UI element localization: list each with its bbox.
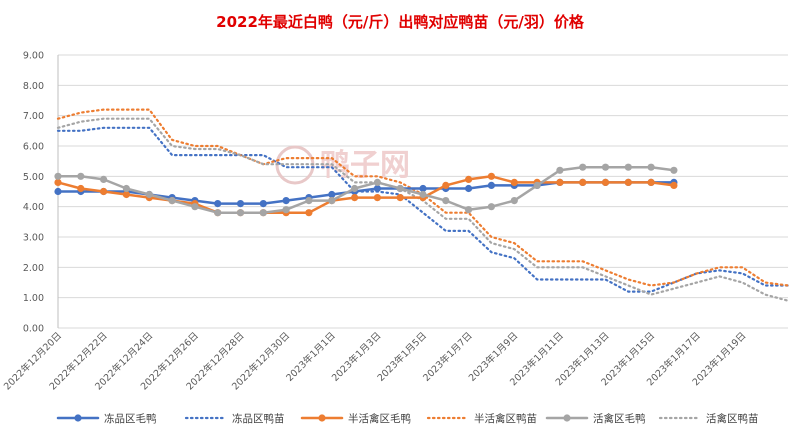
data-point: [351, 194, 359, 202]
data-point: [191, 203, 199, 211]
data-point: [670, 166, 678, 174]
data-point: [647, 178, 655, 186]
legend-label: 半活禽区鸭苗: [474, 412, 537, 425]
y-tick-label: 8.00: [23, 81, 44, 92]
data-point: [465, 206, 473, 214]
y-axis-ticks: 0.00 1.00 2.00 3.00 4.00 5.00 6.00 7.00 8.00 9.00: [23, 51, 44, 335]
data-point: [579, 163, 587, 171]
data-point: [419, 190, 427, 199]
data-point: [373, 184, 381, 193]
legend-label: 活禽区鸭苗: [706, 412, 759, 425]
data-point: [419, 184, 427, 193]
series-冻品区鸭苗: [56, 126, 790, 293]
legend: 冻品区毛鸭 冻品区鸭苗 半活禽区毛鸭 半活禽区鸭苗 活禽区毛鸭 活禽区鸭苗: [56, 412, 759, 425]
data-point: [100, 175, 108, 183]
data-point: [351, 184, 359, 193]
legend-label: 冻品区毛鸭: [104, 412, 157, 425]
data-point: [282, 197, 290, 205]
data-point: [601, 178, 610, 186]
data-point: [214, 200, 222, 208]
data-point: [396, 184, 404, 193]
y-tick-label: 5.00: [23, 172, 44, 183]
data-point: [145, 190, 153, 199]
data-point: [487, 203, 495, 211]
data-point: [168, 197, 176, 205]
y-tick-label: 4.00: [23, 202, 44, 213]
data-point: [670, 181, 678, 189]
legend-item: 冻品区毛鸭: [56, 412, 157, 425]
data-point: [442, 181, 450, 189]
data-point: [236, 200, 245, 208]
legend-label: 活禽区毛鸭: [593, 412, 646, 425]
data-point: [54, 178, 62, 186]
data-point: [373, 194, 381, 202]
legend-item: 冻品区鸭苗: [184, 412, 285, 425]
data-point: [100, 187, 108, 196]
data-point: [122, 184, 130, 193]
data-point: [328, 190, 336, 199]
y-tick-label: 7.00: [23, 111, 44, 122]
data-point: [214, 209, 222, 217]
data-point: [487, 181, 495, 189]
legend-label: 半活禽区毛鸭: [348, 412, 411, 425]
data-point: [305, 197, 313, 205]
x-axis-ticks: 2022年12月20日2022年12月22日2022年12月24日2022年12…: [1, 330, 748, 393]
series-line: [56, 175, 676, 214]
data-point: [465, 184, 473, 193]
data-point: [328, 197, 336, 205]
plot-area: [54, 108, 790, 302]
legend-item: 活禽区毛鸭: [545, 412, 646, 425]
data-point: [510, 178, 518, 186]
data-point: [54, 187, 62, 196]
legend-marker: [563, 414, 571, 422]
data-point: [487, 172, 495, 180]
data-point: [373, 178, 381, 186]
series-活禽区毛鸭: [54, 163, 678, 217]
data-point: [624, 178, 632, 186]
legend-item: 活禽区鸭苗: [658, 412, 759, 425]
data-point: [465, 175, 473, 183]
legend-marker: [318, 414, 326, 422]
y-tick-label: 3.00: [23, 233, 44, 244]
y-tick-label: 9.00: [23, 51, 44, 62]
y-tick-label: 2.00: [23, 263, 44, 274]
y-tick-label: 1.00: [23, 293, 44, 304]
data-point: [556, 178, 564, 186]
data-point: [305, 209, 313, 217]
data-point: [396, 194, 404, 202]
legend-marker: [74, 414, 82, 422]
y-tick-label: 0.00: [23, 324, 44, 335]
data-point: [601, 163, 610, 171]
data-point: [624, 163, 632, 171]
data-point: [259, 209, 267, 217]
legend-item: 半活禽区鸭苗: [426, 412, 537, 425]
data-point: [510, 197, 518, 205]
data-point: [77, 184, 85, 193]
data-point: [442, 197, 450, 205]
y-tick-label: 6.00: [23, 142, 44, 153]
data-point: [77, 172, 85, 180]
series-line: [56, 165, 676, 214]
data-point: [556, 166, 564, 174]
data-point: [533, 181, 541, 189]
series-line: [56, 126, 790, 293]
data-point: [122, 190, 130, 199]
data-point: [647, 163, 655, 171]
legend-label: 冻品区鸭苗: [232, 412, 285, 425]
data-point: [236, 209, 245, 217]
data-point: [282, 206, 290, 214]
data-point: [579, 178, 587, 186]
data-point: [259, 200, 267, 208]
chart-title: 2022年最近白鸭（元/斤）出鸭对应鸭苗（元/羽）价格: [216, 13, 585, 31]
data-point: [54, 172, 62, 180]
legend-item: 半活禽区毛鸭: [300, 412, 411, 425]
